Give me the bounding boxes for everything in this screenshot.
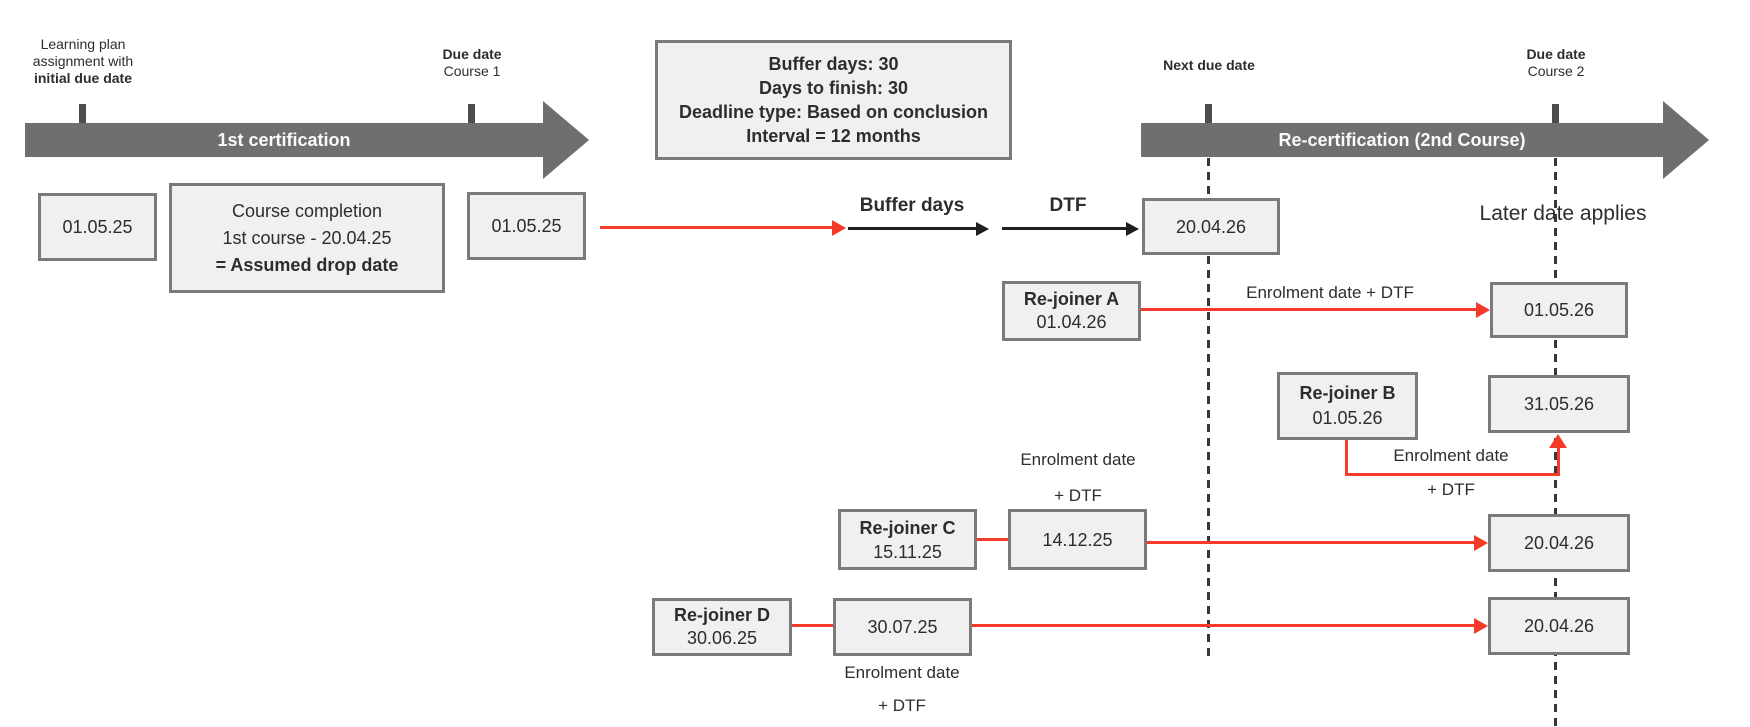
rejoiner-b-arrow-label-line2: + DTF bbox=[1427, 480, 1475, 499]
assignment-label-line3: initial due date bbox=[33, 70, 132, 86]
rejoiner-c-calc-date-value: 14.12.25 bbox=[1042, 529, 1113, 550]
assignment-label-line1: Learning plan bbox=[40, 36, 126, 52]
course1-due-date-box: 01.05.25 bbox=[467, 192, 586, 260]
rejoiner-b-arrow-down-segment bbox=[1345, 440, 1348, 476]
rejoiner-b-arrow-horizontal-segment bbox=[1345, 473, 1560, 476]
rejoiner-c-date: 15.11.25 bbox=[873, 541, 942, 562]
drop-date-flow-arrow bbox=[600, 226, 832, 229]
rejoiner-a-box: Re-joiner A 01.04.26 bbox=[1002, 281, 1141, 341]
next-due-date-value: 20.04.26 bbox=[1175, 216, 1247, 237]
rejoiner-d-due-date-value: 20.04.26 bbox=[1523, 616, 1595, 636]
buffer-days-label: Buffer days bbox=[859, 195, 965, 216]
rejoiner-d-link-line bbox=[792, 624, 833, 627]
course1-due-date-title: Due date bbox=[442, 46, 502, 62]
buffer-days-arrow bbox=[848, 227, 976, 230]
parameters-line1: Buffer days: 30 bbox=[768, 54, 899, 74]
course1-due-date-value: 01.05.25 bbox=[491, 216, 562, 236]
rejoiner-c-calc-date-box: 14.12.25 bbox=[1008, 509, 1147, 570]
rejoiner-c-arrow bbox=[1147, 541, 1474, 544]
rejoiner-c-arrow-label-line2: + DTF bbox=[1054, 486, 1102, 505]
rejoiner-c-name: Re-joiner C bbox=[859, 517, 956, 538]
initial-due-date-value: 01.05.25 bbox=[62, 217, 133, 237]
rejoiner-c-box: Re-joiner C 15.11.25 bbox=[838, 509, 977, 570]
drop-date-flow-arrowhead-icon bbox=[832, 220, 846, 236]
rejoiner-d-arrow-label-line2: + DTF bbox=[878, 696, 926, 715]
initial-due-date-tick bbox=[79, 104, 86, 124]
first-certification-arrowhead-icon bbox=[543, 101, 589, 179]
rejoiner-d-date: 30.06.25 bbox=[686, 628, 758, 648]
parameters-line4: Interval = 12 months bbox=[746, 126, 921, 146]
course2-due-date-label: Due date Course 2 bbox=[1496, 46, 1616, 80]
course1-due-date-tick bbox=[468, 104, 475, 124]
next-due-date-tick bbox=[1205, 104, 1212, 124]
rejoiner-b-arrow-up-segment bbox=[1557, 447, 1560, 476]
rejoiner-d-calc-date-value: 30.07.25 bbox=[867, 617, 938, 637]
parameters-line2: Days to finish: 30 bbox=[758, 78, 909, 98]
rejoiner-a-due-date-value: 01.05.26 bbox=[1523, 300, 1595, 320]
course-completion-line2: 1st course - 20.04.25 bbox=[222, 227, 392, 248]
rejoiner-c-due-date-value: 20.04.26 bbox=[1523, 533, 1595, 553]
course1-due-date-label: Due date Course 1 bbox=[412, 46, 532, 80]
dtf-arrowhead-icon bbox=[1126, 222, 1139, 236]
rejoiner-b-box: Re-joiner B 01.05.26 bbox=[1277, 372, 1418, 440]
rejoiner-b-arrowhead-icon bbox=[1549, 434, 1567, 448]
course-completion-line3: = Assumed drop date bbox=[215, 254, 399, 275]
later-date-note: Later date applies bbox=[1479, 202, 1647, 225]
rejoiner-c-arrowhead-icon bbox=[1474, 535, 1488, 551]
course-completion-box: Course completion 1st course - 20.04.25 … bbox=[169, 183, 445, 293]
rejoiner-c-arrow-label-line1: Enrolment date bbox=[1020, 450, 1136, 469]
first-certification-arrow: 1st certification bbox=[25, 123, 543, 157]
rejoiner-a-date: 01.04.26 bbox=[1036, 312, 1107, 332]
dtf-arrow bbox=[1002, 227, 1126, 230]
buffer-days-arrowhead-icon bbox=[976, 222, 989, 236]
rejoiner-a-arrow-label: Enrolment date + DTF bbox=[1246, 283, 1414, 302]
assignment-label-line2: assignment with bbox=[32, 53, 134, 69]
initial-due-date-box: 01.05.25 bbox=[38, 193, 157, 261]
parameters-box: Buffer days: 30 Days to finish: 30 Deadl… bbox=[655, 40, 1012, 160]
rejoiner-d-calc-date-box: 30.07.25 bbox=[833, 598, 972, 656]
first-certification-arrow-label: 1st certification bbox=[217, 129, 351, 150]
recertification-arrowhead-icon bbox=[1663, 101, 1709, 179]
rejoiner-a-due-date-box: 01.05.26 bbox=[1490, 282, 1628, 338]
rejoiner-a-arrowhead-icon bbox=[1476, 302, 1490, 318]
rejoiner-d-arrowhead-icon bbox=[1474, 618, 1488, 634]
dtf-label: DTF bbox=[1049, 195, 1087, 216]
course1-due-date-subtitle: Course 1 bbox=[443, 63, 501, 79]
course2-due-date-tick bbox=[1552, 104, 1559, 124]
recertification-arrow: Re-certification (2nd Course) bbox=[1141, 123, 1663, 157]
rejoiner-a-arrow bbox=[1141, 308, 1476, 311]
rejoiner-d-arrow bbox=[972, 624, 1474, 627]
next-due-date-dashed-line bbox=[1207, 158, 1210, 658]
assignment-label: Learning plan assignment with initial du… bbox=[8, 36, 158, 87]
rejoiner-b-name: Re-joiner B bbox=[1299, 383, 1396, 403]
rejoiner-b-arrow-label-line1: Enrolment date bbox=[1393, 446, 1509, 465]
rejoiner-b-due-date-value: 31.05.26 bbox=[1523, 394, 1595, 414]
rejoiner-d-due-date-box: 20.04.26 bbox=[1488, 597, 1630, 655]
rejoiner-c-link-line bbox=[977, 538, 1008, 541]
rejoiner-b-date: 01.05.26 bbox=[1312, 408, 1383, 428]
parameters-line3: Deadline type: Based on conclusion bbox=[678, 102, 989, 122]
rejoiner-d-name: Re-joiner D bbox=[673, 605, 770, 625]
course-completion-line1: Course completion bbox=[231, 200, 383, 221]
next-due-date-box: 20.04.26 bbox=[1142, 198, 1280, 255]
rejoiner-b-due-date-box: 31.05.26 bbox=[1488, 375, 1630, 433]
rejoiner-c-due-date-box: 20.04.26 bbox=[1488, 514, 1630, 572]
rejoiner-d-arrow-label-line1: Enrolment date bbox=[844, 663, 960, 682]
recertification-arrow-label: Re-certification (2nd Course) bbox=[1278, 129, 1526, 150]
course2-due-date-title: Due date bbox=[1526, 46, 1586, 62]
rejoiner-d-box: Re-joiner D 30.06.25 bbox=[652, 598, 792, 656]
rejoiner-a-name: Re-joiner A bbox=[1023, 289, 1120, 309]
next-due-date-label: Next due date bbox=[1163, 57, 1255, 73]
course2-due-date-subtitle: Course 2 bbox=[1527, 63, 1585, 79]
